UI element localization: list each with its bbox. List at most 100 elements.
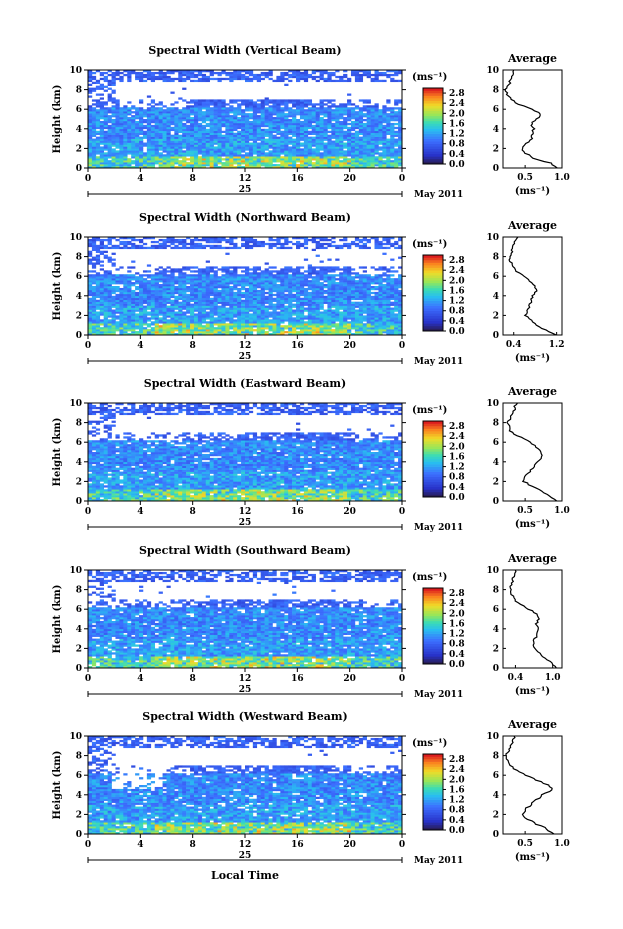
average-y-tick-label: 4 [493, 125, 499, 135]
x-tick-label: 16 [291, 840, 304, 850]
day-label: 25 [239, 185, 252, 195]
average-y-tick-label: 0 [493, 664, 499, 674]
average-x-tick-label: 1.2 [549, 340, 565, 350]
x-tick-label: 4 [137, 674, 143, 684]
y-tick-label: 6 [76, 438, 82, 448]
colorbar-units: (ms⁻¹) [412, 239, 447, 250]
average-title: Average [507, 552, 557, 565]
heatmap [88, 403, 403, 502]
average-y-tick-label: 2 [493, 144, 499, 154]
panel-title: Spectral Width (Westward Beam) [142, 710, 347, 723]
average-x-label: (ms⁻¹) [515, 686, 550, 697]
y-tick-label: 4 [76, 625, 82, 635]
x-tick-label: 20 [343, 507, 356, 517]
x-tick-label: 20 [343, 674, 356, 684]
panel-title: Spectral Width (Vertical Beam) [148, 44, 341, 57]
colorbar-tick-label: 2.4 [449, 99, 465, 109]
average-x-tick-label: 1.0 [554, 506, 570, 516]
panel-title: Spectral Width (Eastward Beam) [144, 377, 346, 390]
y-tick-label: 8 [76, 86, 82, 96]
colorbar-tick-label: 0.0 [449, 493, 465, 503]
panel-title: Spectral Width (Northward Beam) [139, 211, 351, 224]
average-frame [502, 69, 563, 169]
average-y-tick-label: 10 [486, 399, 499, 409]
average-frame [502, 735, 563, 835]
average-y-tick-label: 10 [486, 66, 499, 76]
y-tick-label: 0 [76, 164, 82, 174]
average-y-tick-label: 6 [493, 272, 499, 282]
colorbar-tick-label: 0.4 [449, 483, 465, 493]
y-tick-label: 8 [76, 253, 82, 263]
x-tick-label: 0 [399, 174, 405, 184]
panel-title: Spectral Width (Southward Beam) [139, 544, 351, 557]
panel-2: Spectral Width (Northward Beam) 0 2 4 6 8 10 He… [52, 211, 564, 367]
colorbar-tick-label: 0.8 [449, 806, 465, 816]
y-axis-label: Height (km) [52, 751, 63, 820]
colorbar [422, 420, 444, 498]
y-tick-label: 10 [69, 732, 82, 742]
x-tick-label: 16 [291, 174, 304, 184]
x-tick-label: 0 [85, 674, 91, 684]
average-x-label: (ms⁻¹) [515, 519, 550, 530]
colorbar-tick-label: 0.8 [449, 640, 465, 650]
y-axis-label: Height (km) [52, 418, 63, 487]
x-tick-label: 12 [239, 674, 252, 684]
average-y-tick-label: 4 [493, 791, 499, 801]
colorbar-tick-label: 2.0 [449, 609, 465, 619]
y-tick-label: 2 [76, 144, 82, 154]
average-y-tick-label: 2 [493, 311, 499, 321]
x-tick-label: 20 [343, 341, 356, 351]
colorbar-tick-label: 0.8 [449, 473, 465, 483]
colorbar-tick-label: 2.4 [449, 599, 465, 609]
x-tick-label: 0 [85, 840, 91, 850]
x-tick-label: 4 [137, 341, 143, 351]
x-tick-label: 16 [291, 507, 304, 517]
y-tick-label: 0 [76, 664, 82, 674]
colorbar-units: (ms⁻¹) [412, 738, 447, 749]
x-tick-label: 12 [239, 840, 252, 850]
average-y-tick-label: 0 [493, 331, 499, 341]
average-y-tick-label: 10 [486, 732, 499, 742]
average-title: Average [507, 718, 557, 731]
colorbar-tick-label: 1.2 [449, 630, 465, 640]
colorbar-tick-label: 2.8 [449, 89, 465, 99]
colorbar-tick-label: 2.0 [449, 276, 465, 286]
average-x-tick-label: 0.4 [508, 673, 524, 683]
average-y-tick-label: 10 [486, 566, 499, 576]
average-y-tick-label: 10 [486, 233, 499, 243]
x-tick-label: 4 [137, 507, 143, 517]
average-title: Average [507, 385, 557, 398]
average-x-tick-label: 1.0 [554, 839, 570, 849]
day-label: 25 [239, 352, 252, 362]
average-y-tick-label: 8 [493, 586, 499, 596]
average-y-tick-label: 2 [493, 477, 499, 487]
x-tick-label: 12 [239, 174, 252, 184]
x-tick-label: 4 [137, 174, 143, 184]
panel-4: Spectral Width (Southward Beam) 0 2 4 6 8 10 He… [52, 544, 563, 700]
y-tick-label: 2 [76, 311, 82, 321]
average-y-tick-label: 6 [493, 105, 499, 115]
y-axis-label: Height (km) [52, 252, 63, 321]
average-y-tick-label: 2 [493, 810, 499, 820]
x-tick-label: 0 [399, 674, 405, 684]
heatmap [88, 570, 403, 669]
average-title: Average [507, 52, 557, 65]
colorbar-tick-label: 1.2 [449, 796, 465, 806]
average-y-tick-label: 6 [493, 605, 499, 615]
colorbar-tick-label: 1.2 [449, 463, 465, 473]
panel-3: Spectral Width (Eastward Beam) 0 2 4 6 8 10 Hei… [52, 377, 570, 533]
x-tick-label: 16 [291, 341, 304, 351]
colorbar-units: (ms⁻¹) [412, 405, 447, 416]
heatmap [88, 70, 403, 169]
colorbar-tick-label: 0.4 [449, 650, 465, 660]
average-frame [502, 236, 563, 336]
average-y-tick-label: 4 [493, 458, 499, 468]
colorbar-tick-label: 1.6 [449, 119, 465, 129]
month-label: May 2011 [414, 690, 463, 700]
x-axis-label: Local Time [211, 869, 279, 882]
month-label: May 2011 [414, 523, 463, 533]
y-tick-label: 6 [76, 105, 82, 115]
colorbar-tick-label: 2.4 [449, 432, 465, 442]
x-tick-label: 0 [85, 174, 91, 184]
